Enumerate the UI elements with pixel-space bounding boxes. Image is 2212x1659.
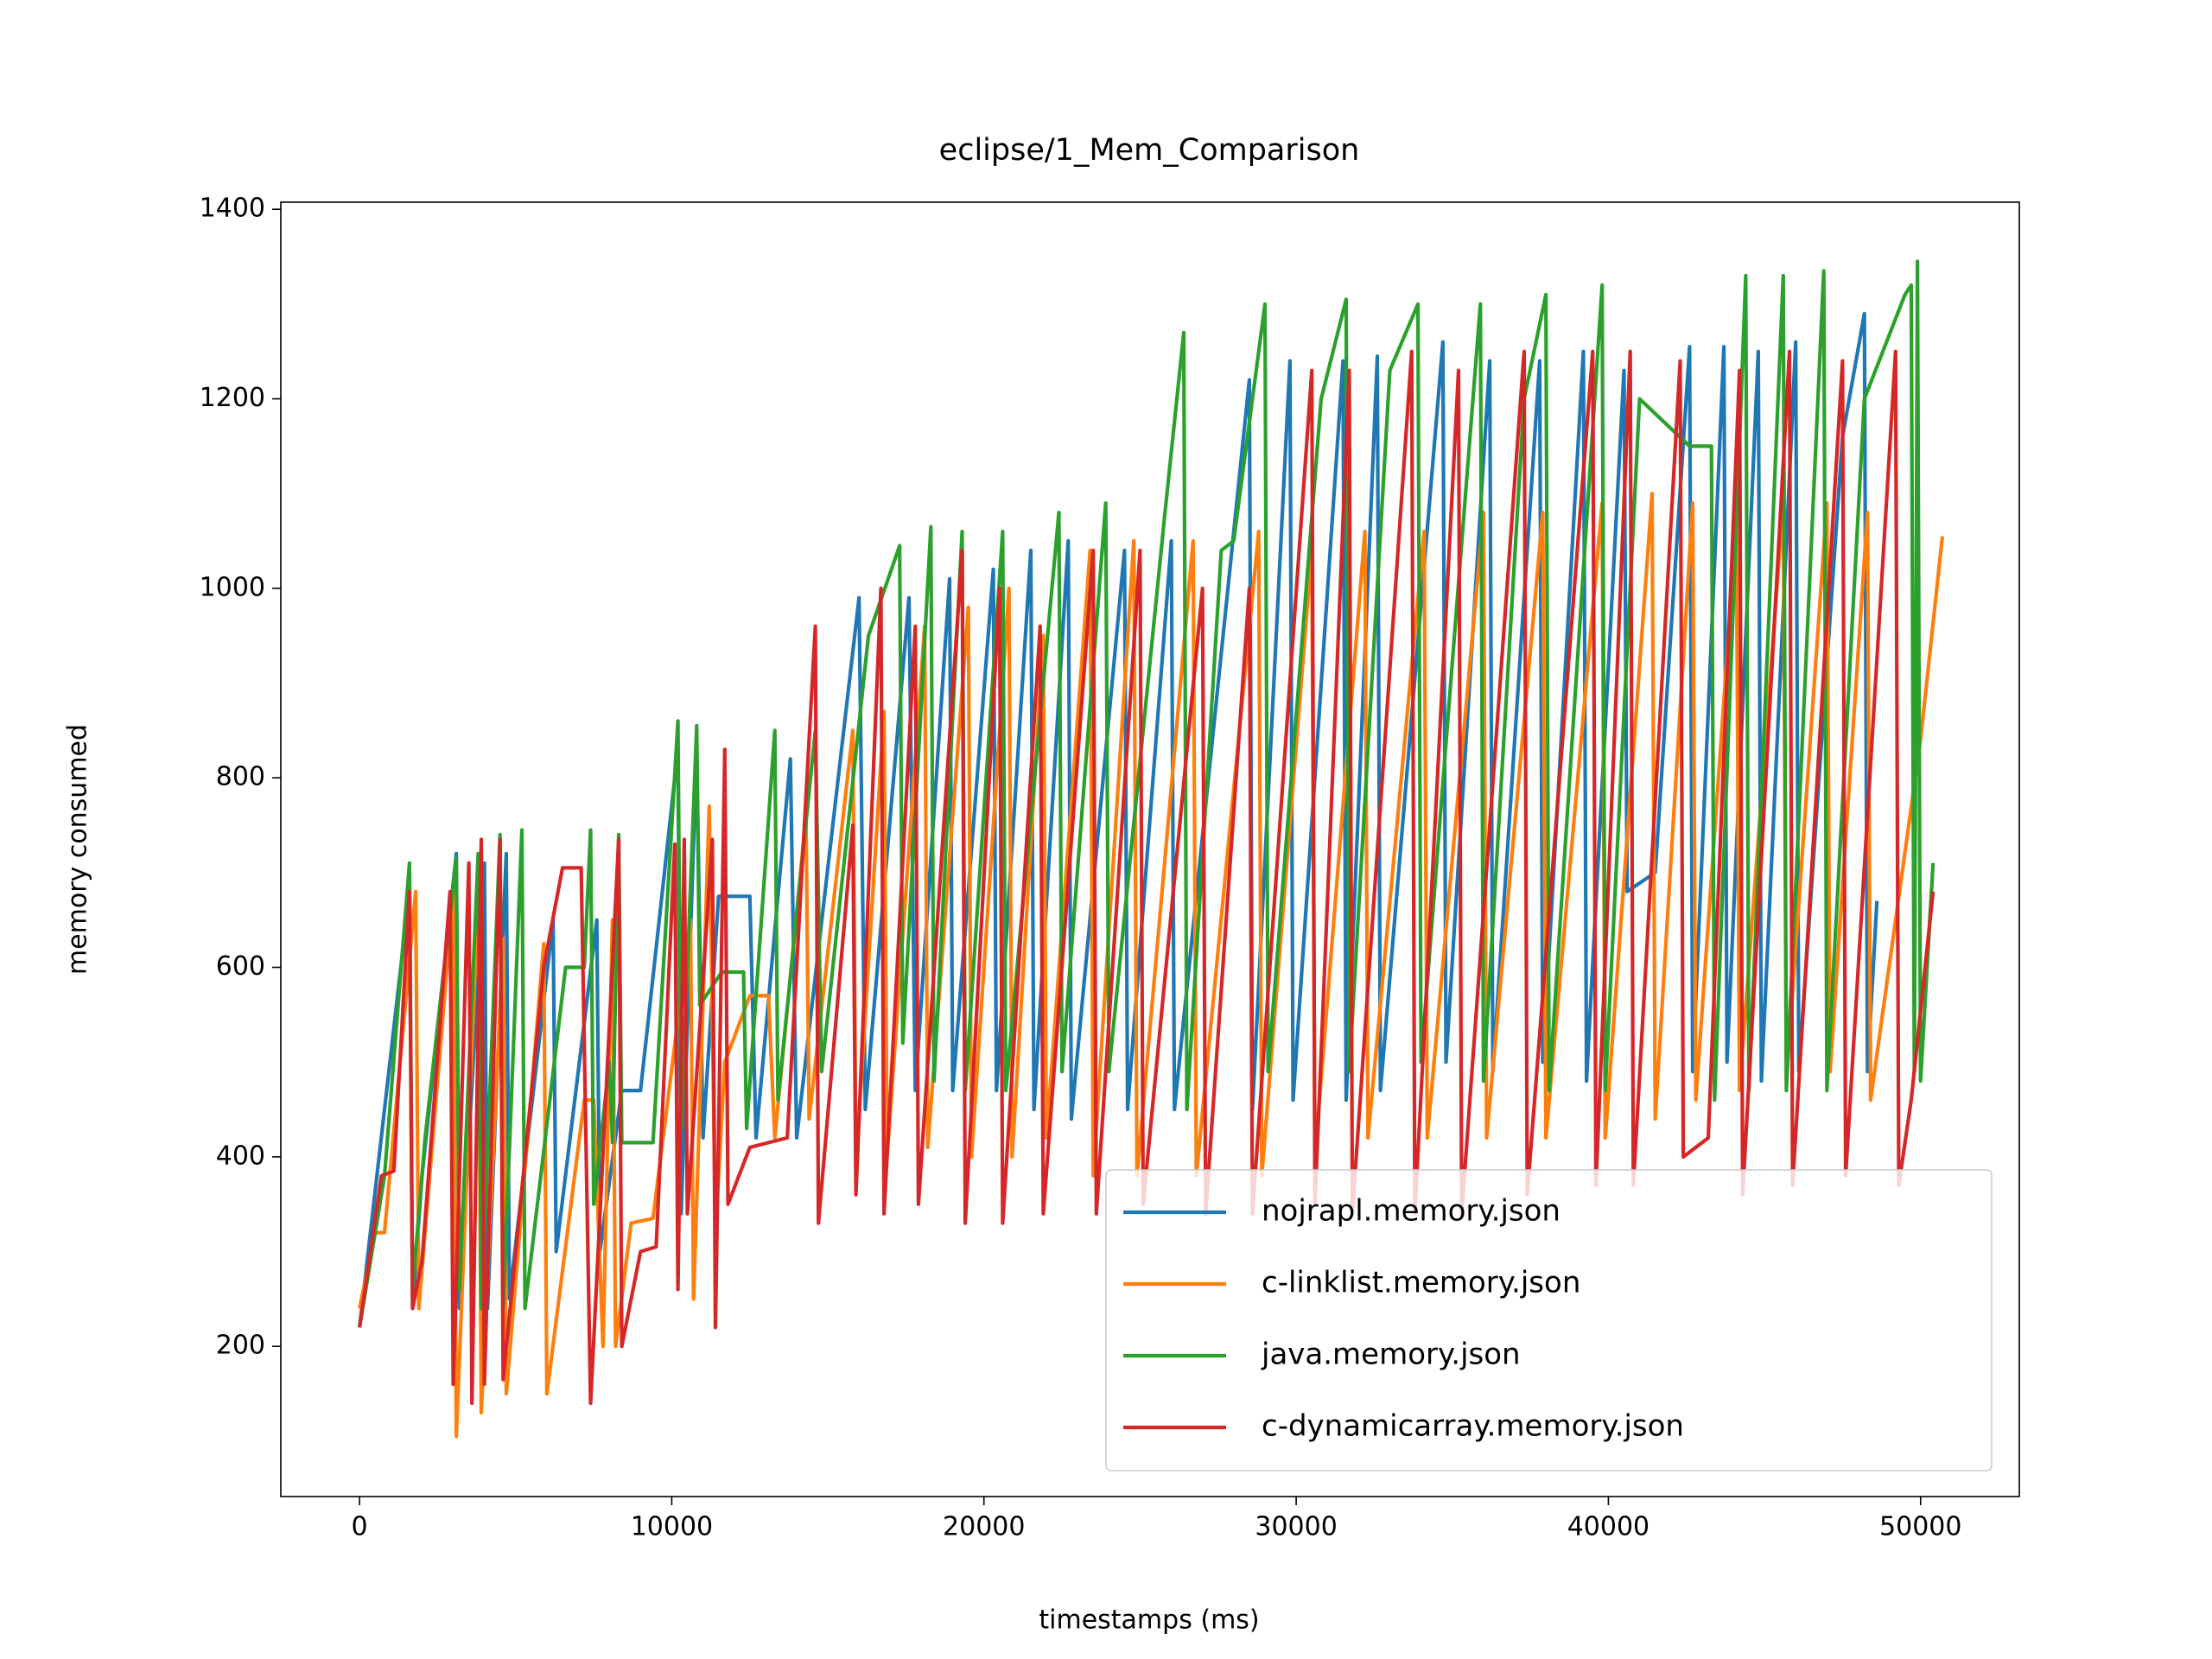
series-line (358, 259, 1936, 1328)
legend-label: c-dynamicarray.memory.json (1262, 1409, 1684, 1444)
x-tick-label: 0 (352, 1512, 368, 1542)
x-tick-label: 20000 (943, 1512, 1025, 1542)
y-tick-label: 1400 (200, 194, 265, 224)
plot-frame (280, 201, 2020, 1497)
y-tick-label: 1200 (200, 383, 265, 413)
y-axis-label: memory consumed (63, 724, 93, 975)
legend-label: java.memory.json (1261, 1338, 1521, 1372)
legend-label: nojrapl.memory.json (1262, 1194, 1560, 1229)
x-tick-label: 10000 (631, 1512, 713, 1542)
x-tick-label: 40000 (1567, 1512, 1649, 1542)
x-tick-label: 50000 (1879, 1512, 1961, 1542)
x-tick-label: 30000 (1255, 1512, 1337, 1542)
chart-title: eclipse/1_Mem_Comparison (939, 133, 1360, 168)
y-tick-label: 800 (216, 762, 265, 792)
y-tick-label: 200 (216, 1331, 265, 1361)
legend-label: c-linklist.memory.json (1262, 1266, 1580, 1300)
y-tick-label: 600 (216, 951, 265, 982)
series-line (358, 349, 1936, 1406)
x-axis-label: timestamps (ms) (1039, 1605, 1259, 1636)
legend-box (1105, 1169, 1993, 1471)
y-tick-label: 1000 (200, 572, 265, 602)
y-tick-label: 400 (216, 1141, 265, 1171)
